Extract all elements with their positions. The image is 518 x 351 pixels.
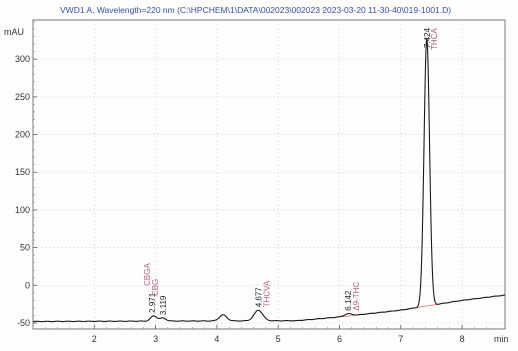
peak-compound-label: THCVA <box>262 280 271 307</box>
plot-frame <box>32 19 506 330</box>
x-tick-label: 2 <box>92 334 97 344</box>
x-tick-label: 5 <box>276 334 281 344</box>
peak-compound-label: Δ9-THC <box>352 282 361 311</box>
x-tick-label: 4 <box>214 334 219 344</box>
peak-rt-label: 2.971 <box>148 292 157 313</box>
y-tick-label: 250 <box>15 92 30 102</box>
grid <box>33 20 505 329</box>
y-tick-label: -50 <box>17 318 30 328</box>
y-tick-label: 0 <box>25 280 30 290</box>
y-tick-label: 150 <box>15 167 30 177</box>
peak-compound-label: CBG <box>151 279 160 296</box>
peak-rt-label: 3.119 <box>159 295 168 315</box>
x-tick-label: 7 <box>398 334 403 344</box>
peak-rt-label: 7.424 <box>423 27 432 48</box>
peak-compound-label: THCA <box>430 28 439 50</box>
peak-rt-label: 6.142 <box>344 290 353 311</box>
x-tick-label: 3 <box>153 334 158 344</box>
x-tick-label: 8 <box>460 334 465 344</box>
chart-title: VWD1 A, Wavelength=220 nm (C:\HPCHEM\1\D… <box>60 5 451 15</box>
y-tick-label: 100 <box>15 205 30 215</box>
y-axis-label: mAU <box>4 27 24 37</box>
peak-compound-label: CBGA <box>143 263 152 286</box>
y-tick-label: 50 <box>20 243 30 253</box>
axis-ticks: -50 0 50 100 150 200 250 300 2 3 4 5 6 7 8 <box>15 21 487 344</box>
peak-rt-label: 4.677 <box>254 287 263 308</box>
x-tick-label: 6 <box>337 334 342 344</box>
y-tick-label: 300 <box>15 54 30 64</box>
signal-series <box>32 38 506 323</box>
signal-trace <box>32 38 506 323</box>
y-tick-label: 200 <box>15 130 30 140</box>
x-axis-label: min <box>494 334 509 344</box>
